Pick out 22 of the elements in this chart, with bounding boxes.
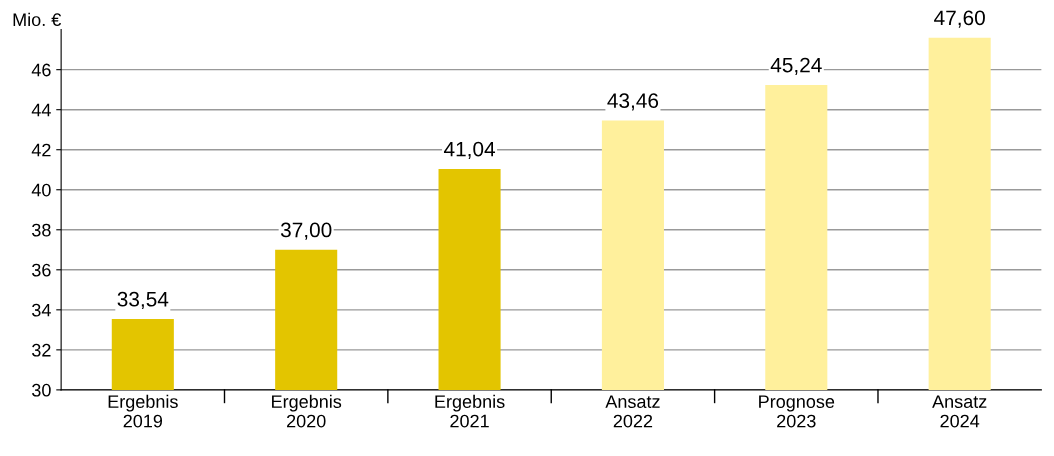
x-tick-label: Prognose 2023 (759, 395, 835, 428)
y-tick-label: 40 (31, 183, 51, 197)
data-label: 47,60 (934, 10, 985, 28)
x-tick-label: Ansatz 2024 (932, 395, 987, 428)
data-label: 41,04 (443, 141, 496, 159)
y-tick-label: 44 (31, 103, 51, 117)
y-axis-title: Mio. € (13, 12, 62, 27)
data-label: 43,46 (607, 93, 659, 111)
y-tick-label: 30 (32, 383, 51, 397)
data-label: 45,24 (770, 57, 822, 75)
y-tick-label: 32 (32, 343, 51, 357)
y-tick-label: 38 (32, 223, 51, 237)
x-tick-label: Ansatz 2022 (605, 395, 660, 428)
x-tick-label: Ergebnis 2020 (272, 394, 342, 428)
x-tick-label: Ergebnis 2021 (435, 394, 505, 428)
y-tick-label: 46 (31, 63, 51, 77)
y-tick-label: 36 (32, 263, 51, 277)
y-tick-label: 42 (31, 143, 51, 157)
x-tick-label: Ergebnis 2019 (108, 394, 178, 428)
y-tick-label: 34 (32, 303, 51, 317)
data-label: 37,00 (280, 222, 332, 240)
data-label: 33,54 (117, 291, 169, 310)
